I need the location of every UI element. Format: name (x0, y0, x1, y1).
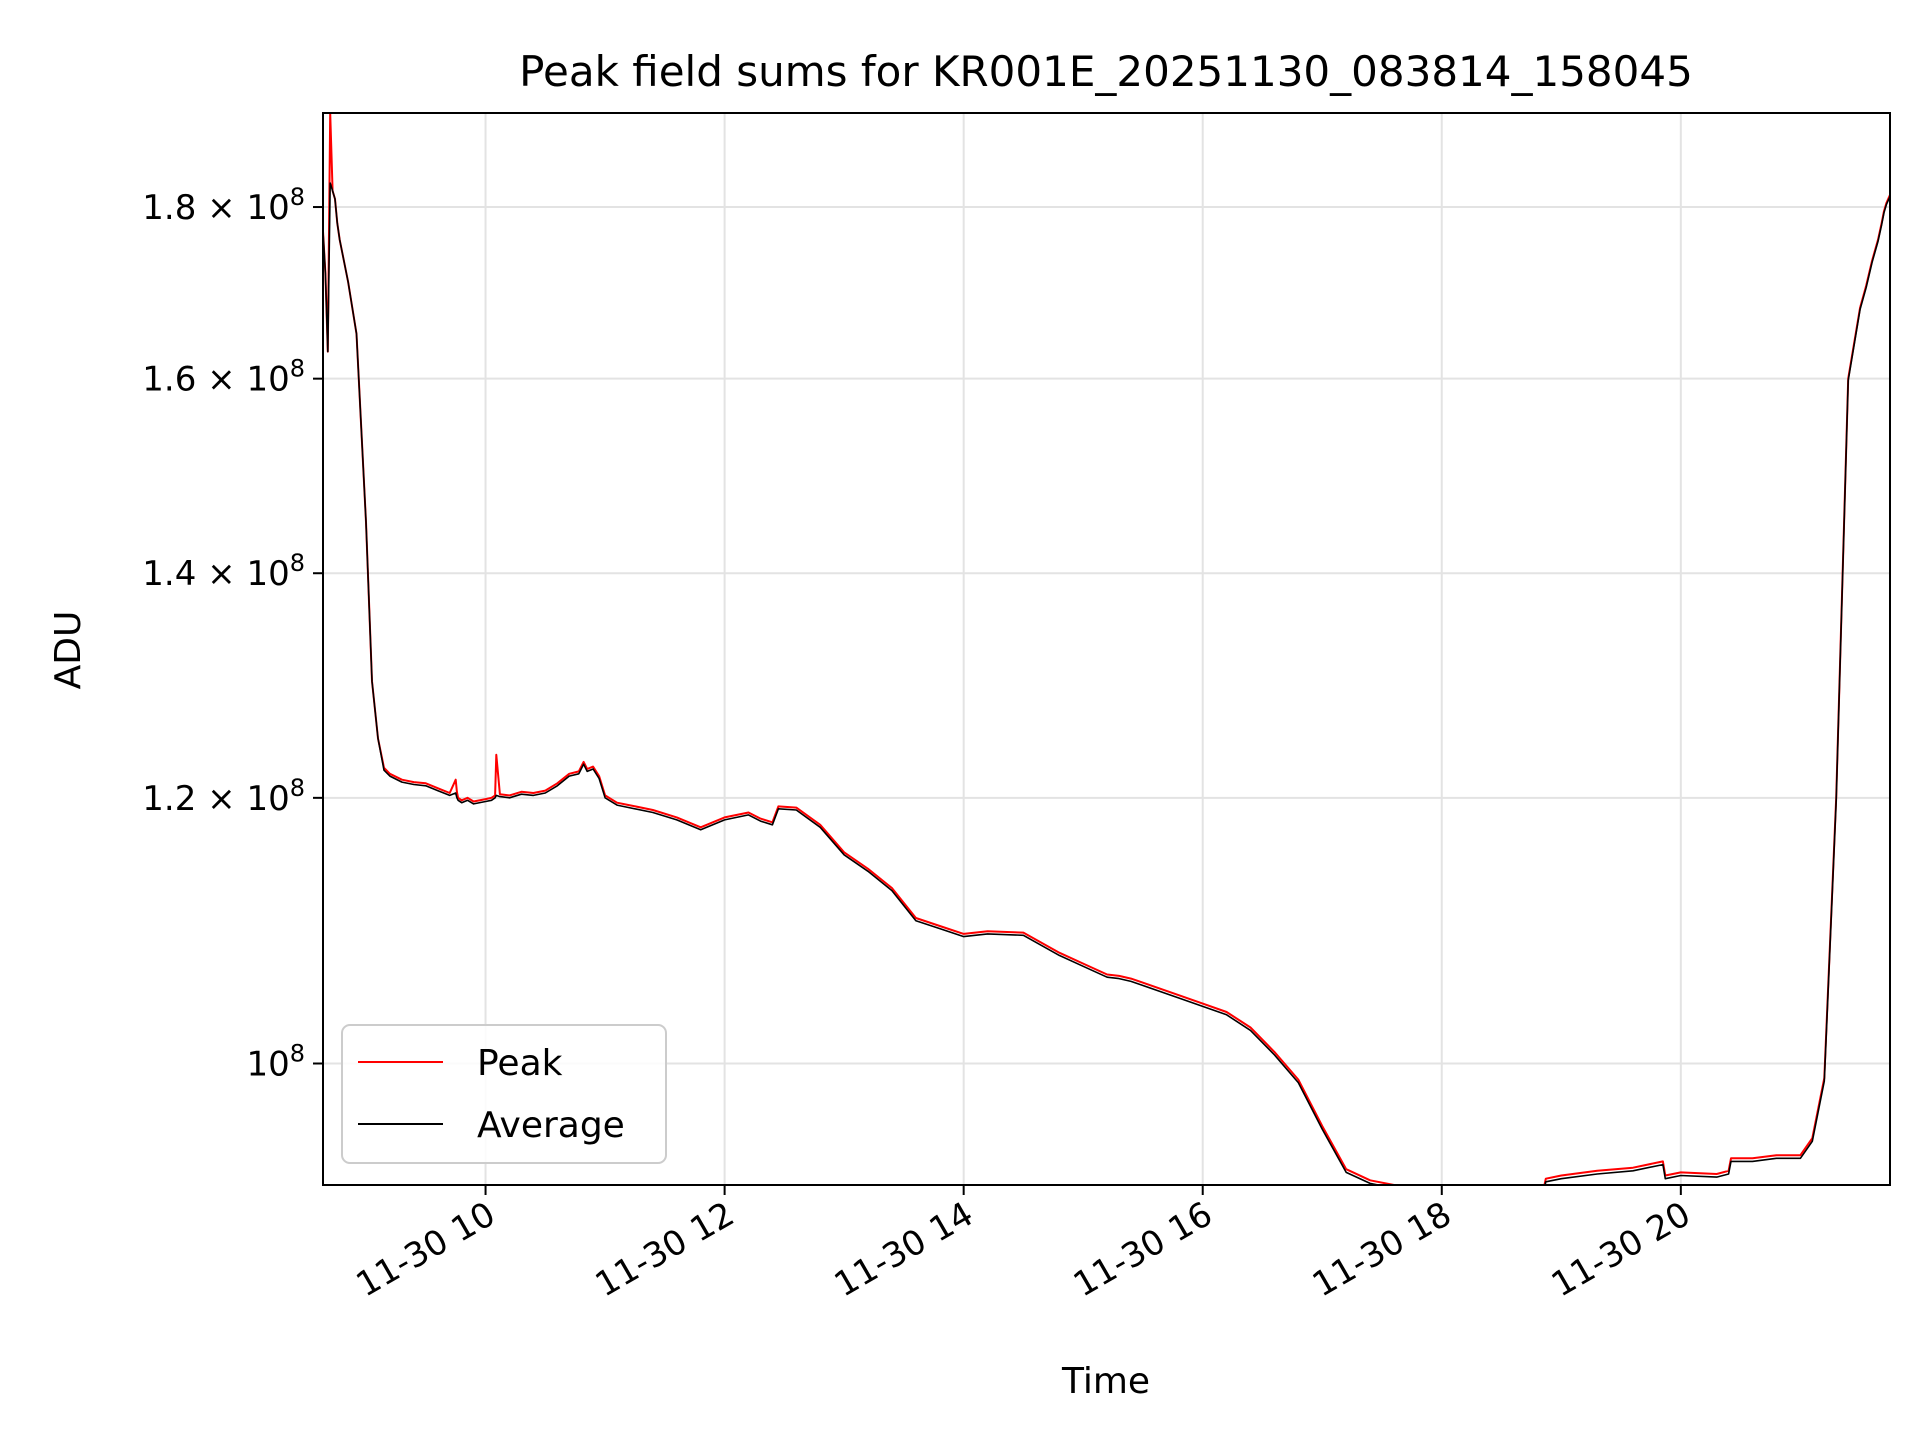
legend-label-peak: Peak (477, 1043, 563, 1084)
chart-title: Peak field sums for KR001E_20251130_0838… (519, 47, 1693, 96)
y-tick-label: 1.4 × 108 (142, 549, 305, 594)
grid (323, 113, 1890, 1185)
series-line-peak (323, 113, 1890, 1185)
y-tick-label: 1.8 × 108 (142, 183, 305, 228)
y-axis-title: ADU (48, 611, 89, 690)
y-tick-label: 108 (246, 1040, 305, 1085)
legend-label-average: Average (477, 1105, 625, 1146)
legend-box (341, 1024, 667, 1164)
y-tick-label: 1.6 × 108 (142, 355, 305, 400)
plot-frame (322, 112, 1891, 1186)
legend: Peak Average (341, 1024, 667, 1164)
series-layer (323, 113, 1890, 1185)
y-tick-label: 1.2 × 108 (142, 774, 305, 819)
series-line-average (323, 182, 1890, 1185)
x-axis-title: Time (1061, 1361, 1150, 1402)
